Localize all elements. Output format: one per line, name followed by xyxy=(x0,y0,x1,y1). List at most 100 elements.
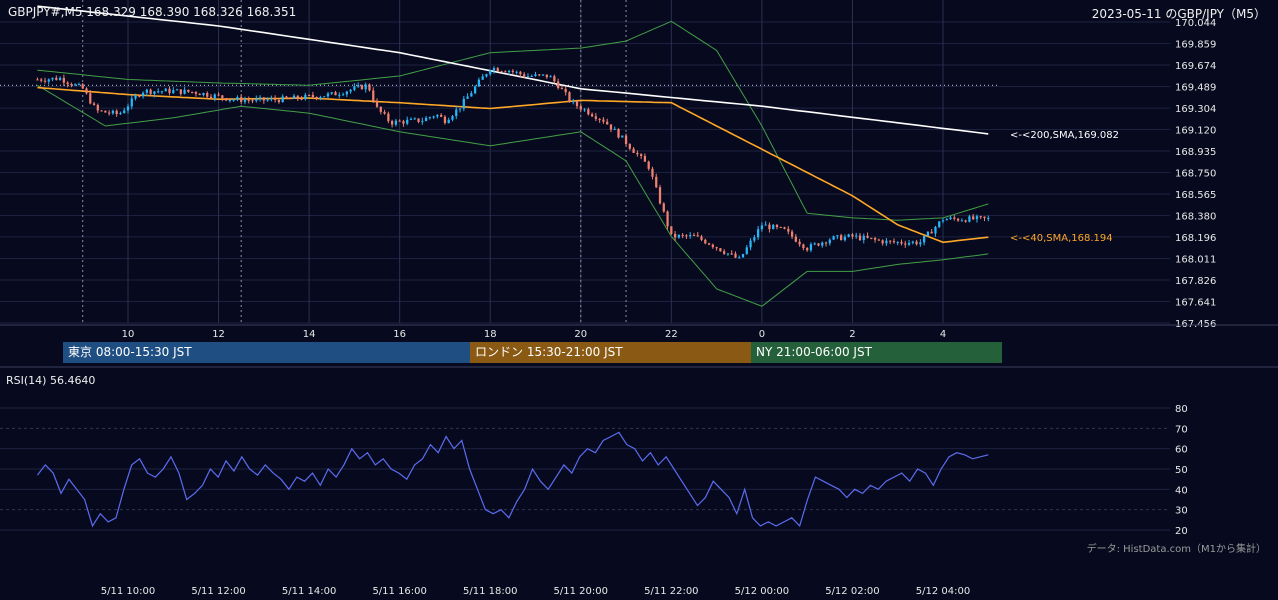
time-tick-label: 20 xyxy=(574,329,587,340)
candle-body-up xyxy=(975,216,979,220)
candle-body-up xyxy=(926,231,930,236)
candle-body-up xyxy=(526,76,530,78)
candle-body-up xyxy=(481,76,484,80)
candle-body-down xyxy=(100,110,103,112)
candle-body-up xyxy=(541,74,545,76)
candle-body-down xyxy=(870,237,873,239)
candle-body-down xyxy=(289,98,292,100)
rsi-line xyxy=(36,431,989,528)
candle-body-up xyxy=(583,109,586,111)
candle-body-down xyxy=(609,124,613,130)
candle-body-up xyxy=(507,70,511,73)
attribution: データ: HistData.com（M1から集計） xyxy=(1086,544,1266,555)
candle-body-down xyxy=(55,77,58,81)
candle-body-up xyxy=(409,118,413,120)
rsi-time-tick-label: 5/11 16:00 xyxy=(372,586,426,597)
candle-body-down xyxy=(115,110,118,115)
candle-body-up xyxy=(741,254,745,258)
candle-body-up xyxy=(421,121,424,123)
candle-body-down xyxy=(66,82,69,84)
candle-body-up xyxy=(413,118,416,120)
rsi-tick-label: 20 xyxy=(1175,526,1188,537)
candle-body-down xyxy=(383,111,386,114)
candle-body-down xyxy=(643,155,647,162)
session-tokyo: 東京 08:00-15:30 JST xyxy=(63,342,470,363)
candle-body-down xyxy=(221,95,224,99)
candle-body-down xyxy=(779,227,782,229)
candle-body-down xyxy=(402,121,405,124)
price-tick-label: 168.380 xyxy=(1175,212,1216,223)
candle-body-up xyxy=(243,99,247,102)
candle-body-up xyxy=(345,91,348,95)
candle-body-down xyxy=(564,88,567,93)
candle-body-down xyxy=(138,95,141,97)
candle-body-down xyxy=(300,98,303,100)
candle-body-up xyxy=(134,95,137,99)
price-tick-label: 168.750 xyxy=(1175,169,1216,180)
candle-body-down xyxy=(43,80,47,82)
candle-body-down xyxy=(36,79,39,81)
candle-body-up xyxy=(919,242,922,245)
rsi-label: RSI(14) 56.4640 xyxy=(6,374,96,387)
candle-body-up xyxy=(515,71,518,73)
candle-body-down xyxy=(575,101,579,107)
candle-body-up xyxy=(349,89,352,92)
rsi-tick-label: 30 xyxy=(1175,506,1188,517)
candle-body-down xyxy=(560,88,564,90)
candle-body-up xyxy=(436,114,439,117)
candle-body-up xyxy=(74,84,77,86)
candle-body-down xyxy=(62,77,65,83)
candle-body-down xyxy=(85,88,88,94)
candle-body-up xyxy=(772,224,775,230)
candle-body-up xyxy=(485,74,488,77)
candle-body-up xyxy=(123,110,126,114)
candle-body-down xyxy=(247,99,250,101)
time-tick-label: 22 xyxy=(665,329,678,340)
candle-body-down xyxy=(440,114,443,117)
candle-body-down xyxy=(723,251,726,254)
price-tick-label: 169.674 xyxy=(1175,61,1216,72)
candle-body-down xyxy=(658,187,662,204)
candle-body-down xyxy=(553,76,556,82)
candle-body-up xyxy=(292,95,296,99)
candle-body-up xyxy=(896,241,899,243)
candle-body-down xyxy=(715,247,718,249)
candle-body-up xyxy=(907,242,911,245)
candle-body-up xyxy=(530,75,533,77)
candle-body-down xyxy=(768,224,771,230)
candle-body-up xyxy=(451,116,454,120)
candle-body-up xyxy=(911,241,914,243)
candle-body-up xyxy=(236,97,239,100)
candle-body-down xyxy=(719,248,722,252)
candle-body-down xyxy=(568,92,571,102)
candle-body-down xyxy=(557,81,560,89)
candle-body-up xyxy=(323,96,326,98)
rsi-time-tick-label: 5/11 12:00 xyxy=(191,586,245,597)
candle-body-up xyxy=(477,79,481,87)
candle-body-down xyxy=(168,88,171,94)
candle-body-up xyxy=(843,236,847,241)
candle-body-down xyxy=(398,120,401,122)
rsi-time-tick-label: 5/11 22:00 xyxy=(644,586,698,597)
time-tick-label: 18 xyxy=(484,329,497,340)
candle-body-down xyxy=(96,104,99,111)
candle-body-down xyxy=(624,135,628,145)
candle-body-down xyxy=(194,92,198,94)
candle-body-down xyxy=(651,168,654,177)
candle-body-down xyxy=(217,94,220,96)
candle-body-down xyxy=(372,90,375,101)
price-tick-label: 168.011 xyxy=(1175,254,1216,265)
candle-body-down xyxy=(296,95,299,99)
candle-body-up xyxy=(987,217,990,219)
rsi-time-tick-label: 5/12 00:00 xyxy=(735,586,789,597)
candle-body-down xyxy=(606,121,609,125)
candle-body-down xyxy=(511,70,514,72)
candle-body-up xyxy=(202,92,205,96)
session-ny: NY 21:00-06:00 JST xyxy=(751,342,1002,363)
candle-body-up xyxy=(126,106,130,111)
candle-body-up xyxy=(938,221,941,227)
candle-body-down xyxy=(666,211,669,227)
candle-body-down xyxy=(704,239,707,244)
candle-body-up xyxy=(304,94,307,100)
